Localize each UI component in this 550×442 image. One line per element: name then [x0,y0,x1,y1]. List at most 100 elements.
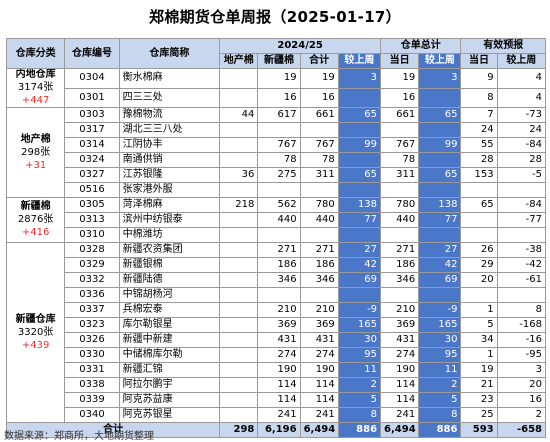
cell-code: 0328 [64,242,120,258]
cell-xj: 562 [257,197,301,213]
cell-today: 190 [380,362,420,378]
cell-total: 311 [299,167,339,183]
cell-local [219,152,259,168]
table-row: 0337 兵棉宏泰 210 210 -9 210 -9 1 8 [7,302,547,318]
cell-total: 186 [299,257,339,273]
cell-name: 四三三处 [118,87,221,108]
header-forecast-wow: 较上周 [496,53,547,69]
cell-total [299,227,339,243]
cell-total [299,122,339,138]
cell-wow2 [418,152,462,168]
table-row: 0323 库尔勒银星 369 369 165 369 165 5 -168 [7,317,547,333]
category-cell: 新疆仓库 3320张 +439 [5,242,66,423]
category-change: +447 [21,95,50,106]
cell-wow: 65 [337,167,382,183]
cell-code: 0326 [64,332,120,348]
table-row: 0516 张家港外服 [7,182,547,198]
cell-local: 218 [219,197,259,213]
cell-code: 0516 [64,182,120,198]
cell-fcwow [496,287,547,303]
category-value: 3174张 [17,82,54,93]
cell-wow: 138 [337,197,382,213]
cell-today: 271 [380,242,420,258]
cell-code: 0337 [64,302,120,318]
header-total: 合计 [299,53,339,69]
table-row: 0336 中锦胡杨河 [7,287,547,303]
cell-code: 0330 [64,347,120,363]
cell-code: 0317 [64,122,120,138]
cell-today: 16 [380,87,420,108]
cell-total: 210 [299,302,339,318]
cell-today: 78 [380,152,420,168]
cell-fc: 25 [460,407,498,423]
cell-total: 190 [299,362,339,378]
cell-local [219,182,259,198]
cell-fc: 28 [460,152,498,168]
cell-wow2 [418,287,462,303]
cell-wow: 99 [337,137,382,153]
cell-xj: 274 [257,347,301,363]
cell-code: 0313 [64,212,120,228]
cell-local [219,122,259,138]
cell-code: 0336 [64,287,120,303]
cell-today [380,287,420,303]
cell-total: 241 [299,407,339,423]
cell-wow [337,87,382,108]
category-change: +31 [25,159,47,171]
cell-total: 274 [299,347,339,363]
cell-wow2: 8 [418,407,462,423]
cell-wow2 [418,227,462,243]
page-title: 郑棉期货仓单周报（2025-01-17） [149,8,401,26]
header-group-forecast: 有效预报 [460,38,546,54]
table-row: 0338 阿拉尔鹏宇 114 114 2 114 2 21 20 [7,377,547,393]
cell-local [219,287,259,303]
cell-total: 16 [299,87,339,108]
cell-xj: 440 [257,212,301,228]
cell-total: 271 [299,242,339,258]
category-cell: 内地仓库 3174张 +447 [5,68,66,108]
cell-today: 431 [380,332,420,348]
cell-fc: 55 [460,137,498,153]
cell-wow2: -9 [418,302,462,318]
cell-local [219,137,259,153]
category-cell: 新疆棉 2876张 +416 [5,197,66,243]
cell-wow2: 3 [418,68,462,89]
category-value: 3320张 [17,326,54,338]
cell-today: 440 [380,212,420,228]
cell-fc: 29 [460,257,498,273]
header-today: 当日 [380,53,420,69]
cell-fcwow: -84 [496,137,547,153]
category-name: 新疆棉 [20,201,51,212]
category-value: 298张 [21,146,51,158]
cell-name: 新疆汇锦 [118,362,221,378]
cell-fcwow: 28 [496,152,547,168]
cell-today: 661 [380,107,420,123]
cell-total: 114 [299,392,339,408]
cell-code: 0338 [64,377,120,393]
category-name: 地产棉 [20,133,51,145]
table-row: 0314 江阴协丰 767 767 99 767 99 55 -84 [7,137,547,153]
cell-wow: -9 [337,302,382,318]
header-group-season: 2024/25 [219,38,382,54]
cell-code: 0327 [64,167,120,183]
cell-today: 114 [380,392,420,408]
cell-wow2: 5 [418,392,462,408]
cell-local [219,377,259,393]
cell-wow2: 42 [418,257,462,273]
total-wow: 886 [337,422,382,438]
cell-today [380,227,420,243]
cell-code: 0301 [64,87,120,108]
cell-wow2: 99 [418,137,462,153]
cell-xj: 78 [257,152,301,168]
cell-total: 369 [299,317,339,333]
cell-fcwow: 4 [496,87,547,108]
cell-fcwow: 2 [496,407,547,423]
cell-wow2: 27 [418,242,462,258]
header-wow-total: 较上周 [418,53,462,69]
cell-fcwow: 16 [496,392,547,408]
cell-fc: 21 [460,377,498,393]
cell-fcwow [496,182,547,198]
table-row: 0317 湖北三三八处 24 24 [7,122,547,138]
cell-wow: 77 [337,212,382,228]
cell-wow: 30 [337,332,382,348]
